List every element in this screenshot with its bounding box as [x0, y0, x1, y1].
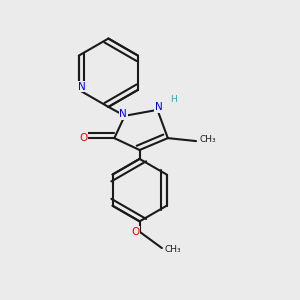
Text: CH₃: CH₃	[199, 135, 216, 144]
Text: N: N	[78, 82, 85, 92]
Text: O: O	[79, 133, 87, 143]
Text: CH₃: CH₃	[165, 245, 181, 254]
Text: N: N	[155, 102, 163, 112]
Text: N: N	[119, 109, 127, 119]
Text: H: H	[170, 95, 177, 104]
Text: O: O	[131, 227, 139, 237]
